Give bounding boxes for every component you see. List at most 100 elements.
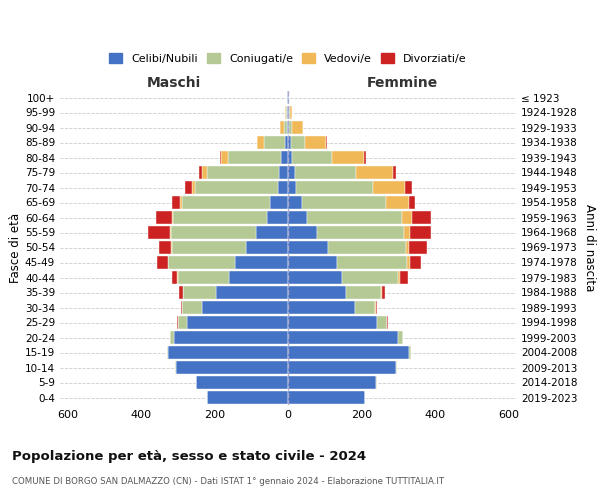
Bar <box>337 256 407 269</box>
Bar <box>208 166 279 179</box>
Bar <box>284 121 287 134</box>
Bar <box>202 166 208 179</box>
Bar <box>199 166 202 179</box>
Bar <box>405 181 412 194</box>
Bar <box>382 286 385 299</box>
Bar <box>183 286 216 299</box>
Bar <box>178 316 187 329</box>
Bar <box>264 136 285 149</box>
Bar <box>167 346 169 359</box>
Bar <box>174 331 288 344</box>
Bar <box>400 271 407 284</box>
Bar <box>404 226 410 239</box>
Y-axis label: Fasce di età: Fasce di età <box>9 212 22 282</box>
Y-axis label: Anni di nascita: Anni di nascita <box>583 204 596 291</box>
Bar <box>280 121 284 134</box>
Bar <box>235 256 288 269</box>
Bar <box>285 136 288 149</box>
Bar <box>289 106 290 119</box>
Bar <box>288 136 291 149</box>
Bar <box>169 256 235 269</box>
Bar <box>387 316 388 329</box>
Bar <box>172 211 173 224</box>
Bar <box>256 226 288 239</box>
Bar <box>291 136 305 149</box>
Bar <box>332 151 364 164</box>
Bar <box>182 301 202 314</box>
Bar <box>257 136 264 149</box>
Bar <box>356 166 393 179</box>
Text: Popolazione per età, sesso e stato civile - 2024: Popolazione per età, sesso e stato civil… <box>12 450 366 463</box>
Bar <box>398 331 403 344</box>
Bar <box>286 106 287 119</box>
Bar <box>373 181 405 194</box>
Bar <box>295 166 356 179</box>
Bar <box>288 181 296 194</box>
Bar <box>177 316 178 329</box>
Bar <box>409 196 415 209</box>
Bar <box>296 181 373 194</box>
Bar <box>326 136 328 149</box>
Bar <box>148 226 170 239</box>
Bar <box>305 136 326 149</box>
Bar <box>343 271 398 284</box>
Bar <box>187 316 288 329</box>
Bar <box>302 196 386 209</box>
Bar <box>410 256 421 269</box>
Bar <box>307 211 402 224</box>
Bar <box>288 361 397 374</box>
Bar <box>169 346 288 359</box>
Bar <box>281 151 288 164</box>
Bar <box>288 241 328 254</box>
Bar <box>288 316 377 329</box>
Bar <box>289 121 292 134</box>
Bar <box>317 226 404 239</box>
Bar <box>287 121 288 134</box>
Bar <box>406 241 409 254</box>
Bar <box>290 106 292 119</box>
Bar <box>180 196 182 209</box>
Bar <box>181 301 182 314</box>
Bar <box>196 376 288 389</box>
Bar <box>410 226 431 239</box>
Bar <box>288 226 317 239</box>
Bar <box>228 151 281 164</box>
Bar <box>328 241 406 254</box>
Bar <box>172 196 180 209</box>
Bar <box>288 346 409 359</box>
Bar <box>292 151 332 164</box>
Bar <box>172 271 178 284</box>
Bar <box>402 211 412 224</box>
Bar <box>157 211 172 224</box>
Bar <box>285 106 286 119</box>
Bar <box>173 211 266 224</box>
Bar <box>170 226 171 239</box>
Bar <box>288 271 343 284</box>
Bar <box>288 391 365 404</box>
Bar <box>172 241 246 254</box>
Bar <box>271 196 288 209</box>
Text: Maschi: Maschi <box>147 76 201 90</box>
Bar <box>409 241 427 254</box>
Bar <box>386 196 409 209</box>
Bar <box>364 151 367 164</box>
Bar <box>178 271 229 284</box>
Bar <box>412 211 431 224</box>
Bar <box>288 106 289 119</box>
Bar <box>168 256 169 269</box>
Bar <box>207 391 288 404</box>
Bar <box>175 361 176 374</box>
Bar <box>195 181 278 194</box>
Bar <box>229 271 288 284</box>
Bar <box>216 286 288 299</box>
Bar <box>287 106 288 119</box>
Bar <box>182 196 271 209</box>
Bar <box>346 286 381 299</box>
Bar <box>221 151 228 164</box>
Bar <box>288 91 289 104</box>
Bar <box>288 331 398 344</box>
Bar <box>176 361 288 374</box>
Bar <box>288 166 295 179</box>
Legend: Celibi/Nubili, Coniugati/e, Vedovi/e, Divorziati/e: Celibi/Nubili, Coniugati/e, Vedovi/e, Di… <box>105 48 471 68</box>
Bar <box>288 376 376 389</box>
